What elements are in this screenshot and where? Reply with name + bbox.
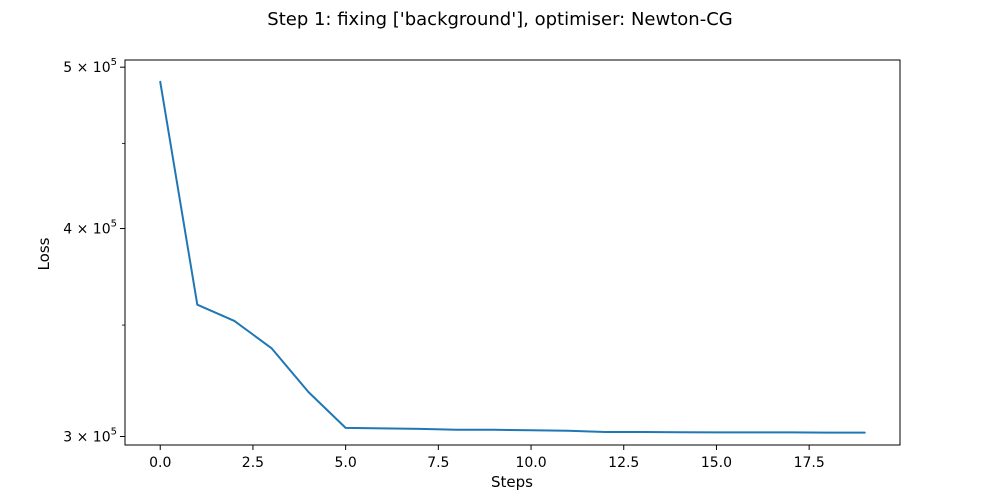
- x-tick-label: 15.0: [701, 455, 732, 471]
- y-tick-label: 5 × 105: [63, 57, 117, 76]
- x-axis-label: Steps: [491, 473, 533, 491]
- x-tick-label: 0.0: [149, 455, 171, 471]
- x-tick-label: 7.5: [427, 455, 449, 471]
- x-tick-label: 12.5: [608, 455, 639, 471]
- series-layer: [159, 80, 866, 434]
- y-tick-label: 4 × 105: [63, 219, 117, 238]
- y-axis-label: Loss: [35, 237, 53, 270]
- plot-area-frame: [124, 59, 901, 446]
- y-tick-label: 3 × 105: [63, 427, 117, 446]
- x-tick-label: 10.0: [515, 455, 546, 471]
- x-tick-label: 17.5: [794, 455, 825, 471]
- chart-title: Step 1: fixing ['background'], optimiser…: [267, 9, 732, 30]
- x-tick-label: 5.0: [335, 455, 357, 471]
- x-tick-label: 2.5: [242, 455, 264, 471]
- y-axis-ticks: 3 × 105 4 × 105 5 × 105: [63, 57, 125, 446]
- loss-series-line: [159, 80, 866, 434]
- x-axis-ticks: 0.0 2.5 5.0 7.5 10.0 12.5 15.0 17.5: [149, 445, 825, 471]
